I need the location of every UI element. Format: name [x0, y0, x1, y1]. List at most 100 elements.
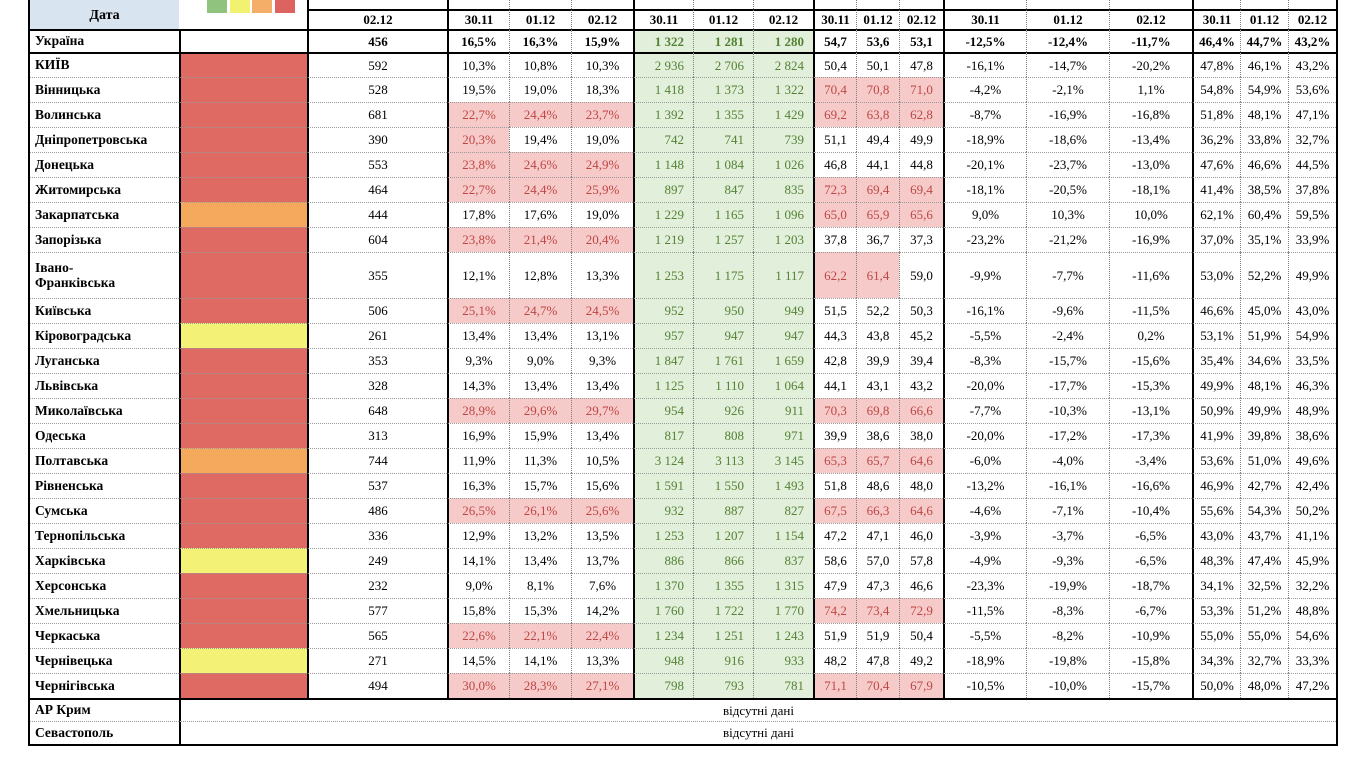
cell-occupancy-pct: 51,0% [1240, 448, 1288, 473]
cell-count: 232 [307, 573, 447, 598]
cell-share-pct: 16,5% [447, 29, 509, 52]
cell-tests-abs: 1 418 [633, 77, 693, 102]
region-swatch [179, 298, 307, 323]
cell-share-pct: 24,7% [509, 298, 571, 323]
cell-occupancy-pct: 50,2% [1288, 498, 1336, 523]
region-swatch [179, 227, 307, 252]
cell-tests-abs: 1 253 [633, 523, 693, 548]
cell-count: 313 [307, 423, 447, 448]
cell-count: 592 [307, 52, 447, 77]
regions-table: Дата 02.12 30.11 01.12 02.12 30.11 01.12 02.12… [28, 0, 1338, 746]
cell-share-pct: 9,3% [571, 348, 633, 373]
cell-tests-abs: 1 257 [693, 227, 753, 252]
cell-share-pct: 23,8% [447, 152, 509, 177]
cell-occupancy-pct: 46,3% [1288, 373, 1336, 398]
region-swatch [179, 373, 307, 398]
cell-rate: 49,9 [899, 127, 943, 152]
header-top-strip [1240, 0, 1288, 9]
cell-occupancy-pct: 49,6% [1288, 448, 1336, 473]
cell-change-pct: -23,3% [943, 573, 1026, 598]
cell-share-pct: 21,4% [509, 227, 571, 252]
cell-change-pct: -3,7% [1026, 523, 1109, 548]
cell-rate: 69,4 [856, 177, 899, 202]
cell-rate: 50,4 [899, 623, 943, 648]
cell-share-pct: 19,0% [571, 127, 633, 152]
cell-share-pct: 9,0% [447, 573, 509, 598]
cell-rate: 72,3 [813, 177, 856, 202]
cell-share-pct: 15,6% [571, 473, 633, 498]
region-name: Закарпатська [30, 202, 179, 227]
cell-share-pct: 19,0% [571, 202, 633, 227]
region-swatch [179, 573, 307, 598]
cell-occupancy-pct: 46,1% [1240, 52, 1288, 77]
cell-tests-abs: 1 322 [633, 29, 693, 52]
cell-change-pct: -7,1% [1026, 498, 1109, 523]
cell-tests-abs: 827 [753, 498, 813, 523]
region-swatch [179, 177, 307, 202]
cell-change-pct: -20,0% [943, 373, 1026, 398]
cell-share-pct: 22,7% [447, 177, 509, 202]
cell-change-pct: -9,3% [1026, 548, 1109, 573]
region-name: Волинська [30, 102, 179, 127]
cell-change-pct: -19,9% [1026, 573, 1109, 598]
cell-share-pct: 27,1% [571, 673, 633, 698]
cell-tests-abs: 739 [753, 127, 813, 152]
cell-count: 744 [307, 448, 447, 473]
cell-tests-abs: 1 315 [753, 573, 813, 598]
cell-count: 249 [307, 548, 447, 573]
cell-share-pct: 16,3% [447, 473, 509, 498]
cell-rate: 51,1 [813, 127, 856, 152]
col-header-date: 30.11 [447, 9, 509, 29]
cell-tests-abs: 837 [753, 548, 813, 573]
col-header-date: 02.12 [753, 9, 813, 29]
cell-tests-abs: 897 [633, 177, 693, 202]
cell-change-pct: -13,2% [943, 473, 1026, 498]
cell-change-pct: -20,1% [943, 152, 1026, 177]
cell-share-pct: 11,3% [509, 448, 571, 473]
region-name: Львівська [30, 373, 179, 398]
cell-tests-abs: 911 [753, 398, 813, 423]
region-name: Одеська [30, 423, 179, 448]
cell-occupancy-pct: 60,4% [1240, 202, 1288, 227]
cell-occupancy-pct: 55,0% [1192, 623, 1240, 648]
cell-share-pct: 20,4% [571, 227, 633, 252]
cell-rate: 65,3 [813, 448, 856, 473]
cell-change-pct: -18,1% [1109, 177, 1192, 202]
header-top-strip [693, 0, 753, 9]
cell-change-pct: -9,6% [1026, 298, 1109, 323]
cell-count: 604 [307, 227, 447, 252]
cell-occupancy-pct: 46,6% [1240, 152, 1288, 177]
region-name: Запорізька [30, 227, 179, 252]
cell-count: 271 [307, 648, 447, 673]
cell-rate: 51,9 [813, 623, 856, 648]
cell-share-pct: 14,3% [447, 373, 509, 398]
cell-share-pct: 8,1% [509, 573, 571, 598]
cell-change-pct: -9,9% [943, 252, 1026, 298]
cell-occupancy-pct: 49,9% [1288, 252, 1336, 298]
cell-share-pct: 13,2% [509, 523, 571, 548]
cell-share-pct: 28,3% [509, 673, 571, 698]
region-name: Черкаська [30, 623, 179, 648]
cell-rate: 50,3 [899, 298, 943, 323]
cell-rate: 69,8 [856, 398, 899, 423]
cell-tests-abs: 1 322 [753, 77, 813, 102]
cell-tests-abs: 1 591 [633, 473, 693, 498]
cell-count: 486 [307, 498, 447, 523]
cell-share-pct: 23,8% [447, 227, 509, 252]
cell-occupancy-pct: 54,9% [1240, 77, 1288, 102]
cell-rate: 46,6 [899, 573, 943, 598]
header-top-strip [307, 0, 447, 9]
cell-rate: 63,8 [856, 102, 899, 127]
cell-rate: 72,9 [899, 598, 943, 623]
region-name: Чернігівська [30, 673, 179, 698]
cell-share-pct: 16,9% [447, 423, 509, 448]
cell-rate: 61,4 [856, 252, 899, 298]
cell-rate: 44,1 [856, 152, 899, 177]
cell-rate: 47,8 [856, 648, 899, 673]
cell-occupancy-pct: 35,4% [1192, 348, 1240, 373]
cell-count: 353 [307, 348, 447, 373]
cell-count: 537 [307, 473, 447, 498]
cell-occupancy-pct: 51,2% [1240, 598, 1288, 623]
cell-share-pct: 14,1% [447, 548, 509, 573]
